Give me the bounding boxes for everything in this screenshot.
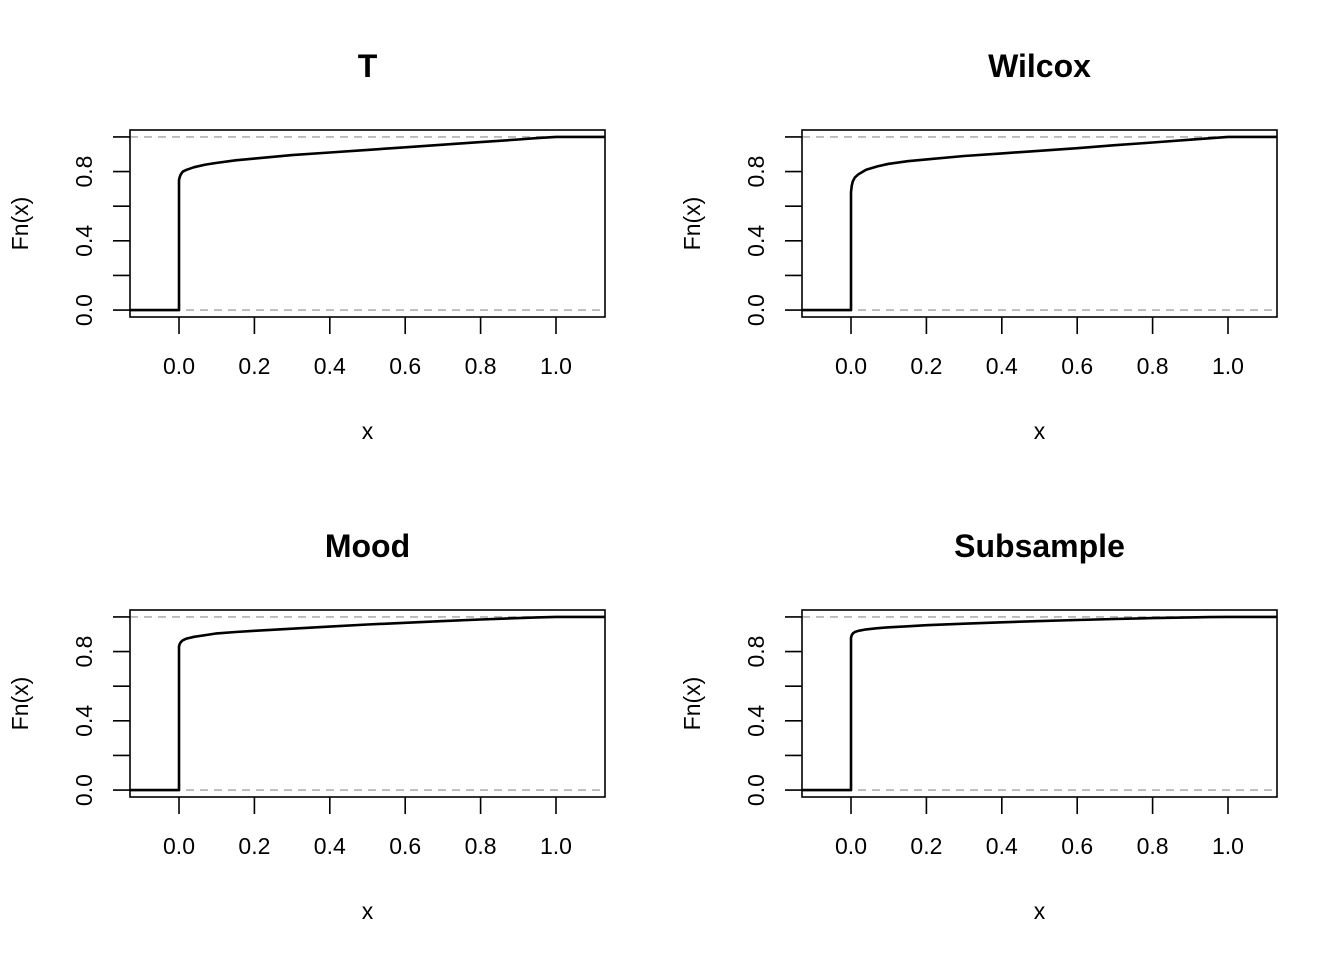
y-axis-label: Fn(x) <box>679 197 705 251</box>
chart-title: Wilcox <box>988 48 1091 84</box>
x-tick-label: 0.8 <box>1137 833 1169 859</box>
x-tick-label: 1.0 <box>1212 353 1244 379</box>
x-tick-label: 0.2 <box>238 833 270 859</box>
x-tick-label: 0.4 <box>986 833 1018 859</box>
ecdf-panel: 0.0 0.2 0.4 0.6 0.8 1.0 0.0 0.4 0.8 Tx Fn(x) <box>7 48 606 444</box>
x-axis-label: x <box>362 418 374 444</box>
y-tick-label: 0.0 <box>743 774 769 806</box>
ecdf-line <box>802 135 1277 312</box>
y-tick-label: 0.8 <box>743 156 769 188</box>
y-tick-label: 0.4 <box>71 225 97 257</box>
plot-frame <box>129 129 606 318</box>
y-tick-label: 0.0 <box>71 294 97 326</box>
x-tick-label: 0.4 <box>314 353 346 379</box>
ecdf-panel: 0.0 0.2 0.4 0.6 0.8 1.0 0.0 0.4 0.8 Mood x Fn(x) <box>7 528 606 924</box>
plot-frame <box>801 129 1278 318</box>
x-tick-label: 1.0 <box>1212 833 1244 859</box>
chart-title: Mood <box>325 528 410 564</box>
x-axis-label: x <box>1034 898 1046 924</box>
x-tick-label: 0.2 <box>238 353 270 379</box>
x-tick-label: 0.6 <box>1061 833 1093 859</box>
x-tick-label: 0.4 <box>314 833 346 859</box>
y-axis-label: Fn(x) <box>7 197 33 251</box>
x-tick-label: 1.0 <box>540 833 572 859</box>
y-tick-label: 0.0 <box>743 294 769 326</box>
ecdf-panel: 0.0 0.2 0.4 0.6 0.8 1.0 0.0 0.4 0.8 Subsample x Fn(… <box>679 528 1278 924</box>
x-tick-label: 1.0 <box>540 353 572 379</box>
y-axis-label: Fn(x) <box>679 677 705 731</box>
plot-frame <box>801 609 1278 798</box>
ecdf-panel: 0.0 0.2 0.4 0.6 0.8 1.0 0.0 0.4 0.8 Wilcox x Fn(x) <box>679 48 1278 444</box>
x-tick-label: 0.2 <box>910 353 942 379</box>
ecdf-line <box>130 615 605 792</box>
y-tick-label: 0.4 <box>743 705 769 737</box>
y-axis-label: Fn(x) <box>7 677 33 731</box>
y-tick-label: 0.4 <box>71 705 97 737</box>
x-tick-label: 0.6 <box>389 833 421 859</box>
y-tick-label: 0.8 <box>71 156 97 188</box>
x-tick-label: 0.8 <box>465 833 497 859</box>
x-tick-label: 0.8 <box>1137 353 1169 379</box>
ecdf-line <box>130 135 605 312</box>
x-axis-label: x <box>1034 418 1046 444</box>
y-tick-label: 0.4 <box>743 225 769 257</box>
x-tick-label: 0.6 <box>1061 353 1093 379</box>
x-tick-label: 0.0 <box>163 833 195 859</box>
plot-frame <box>129 609 606 798</box>
x-tick-label: 0.6 <box>389 353 421 379</box>
x-tick-label: 0.0 <box>835 353 867 379</box>
ecdf-line <box>802 615 1277 792</box>
y-tick-label: 0.8 <box>743 636 769 668</box>
x-tick-label: 0.4 <box>986 353 1018 379</box>
chart-title: T <box>358 48 378 84</box>
x-axis-label: x <box>362 898 374 924</box>
x-tick-label: 0.0 <box>835 833 867 859</box>
x-tick-label: 0.2 <box>910 833 942 859</box>
y-tick-label: 0.0 <box>71 774 97 806</box>
chart-title: Subsample <box>954 528 1125 564</box>
x-tick-label: 0.8 <box>465 353 497 379</box>
y-tick-label: 0.8 <box>71 636 97 668</box>
x-tick-label: 0.0 <box>163 353 195 379</box>
